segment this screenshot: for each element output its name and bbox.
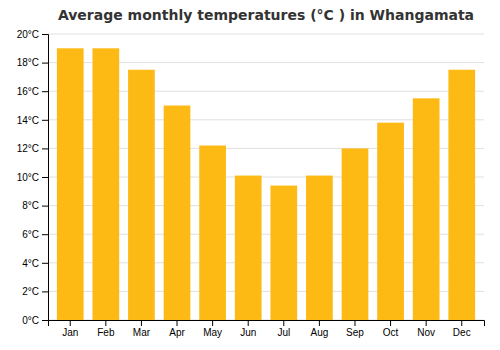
y-tick-mark <box>42 206 48 207</box>
bar <box>57 48 84 320</box>
x-tick: Apr <box>169 320 185 338</box>
y-tick-mark <box>42 291 48 292</box>
y-tick-label: 0°C <box>22 315 39 326</box>
y-tick-label: 2°C <box>22 286 39 297</box>
bar <box>128 70 155 320</box>
x-tick-label: Oct <box>383 327 399 338</box>
x-tick-mark <box>248 320 249 326</box>
bar <box>413 98 440 320</box>
x-tick-label: Nov <box>417 327 435 338</box>
x-tick-label: Dec <box>453 327 471 338</box>
x-tick: Nov <box>417 320 435 338</box>
x-axis: Jan Feb Mar Apr May Jun Jul Aug Sep Oct Nov Dec <box>49 320 485 338</box>
x-tick: Aug <box>310 320 328 338</box>
y-tick: 0°C <box>22 315 48 326</box>
x-tick-label: Aug <box>310 327 328 338</box>
y-tick: 2°C <box>22 286 48 297</box>
bar <box>164 106 191 321</box>
x-axis-line <box>49 321 485 327</box>
y-tick-mark <box>42 120 48 121</box>
x-tick-mark <box>319 320 320 326</box>
x-tick-mark <box>70 320 71 326</box>
x-tick-label: Feb <box>97 327 115 338</box>
x-tick-mark <box>390 320 391 326</box>
x-tick: Jun <box>240 320 256 338</box>
y-tick-label: 10°C <box>17 172 39 183</box>
x-tick-label: May <box>203 327 222 338</box>
x-tick-mark <box>426 320 427 326</box>
y-tick: 6°C <box>22 229 48 240</box>
x-tick-label: Mar <box>133 327 151 338</box>
bar <box>377 123 404 320</box>
grid-line <box>48 34 484 35</box>
y-tick: 16°C <box>17 86 48 97</box>
x-tick-mark <box>461 320 462 326</box>
y-tick: 18°C <box>17 57 48 68</box>
y-tick-label: 4°C <box>22 258 39 269</box>
x-tick-label: Jun <box>240 327 256 338</box>
bar <box>448 70 475 320</box>
bar <box>199 146 226 320</box>
y-tick-mark <box>42 63 48 64</box>
title: Average monthly temperatures (°C ) in Wh… <box>58 7 474 23</box>
y-tick-mark <box>42 34 48 35</box>
bar <box>270 186 297 320</box>
y-tick-label: 18°C <box>17 57 39 68</box>
x-tick-mark <box>354 320 355 326</box>
y-tick-label: 20°C <box>17 29 39 40</box>
x-tick: Mar <box>133 320 151 338</box>
chart: Jan Feb Mar Apr May Jun Jul Aug Sep Oct Nov Dec 0°C 2… <box>0 0 500 350</box>
x-tick-label: Jul <box>277 327 290 338</box>
y-tick-label: 12°C <box>17 143 39 154</box>
y-tick-label: 8°C <box>22 200 39 211</box>
x-tick-mark <box>283 320 284 326</box>
x-tick-mark <box>177 320 178 326</box>
y-tick-mark <box>42 263 48 264</box>
y-tick-label: 16°C <box>17 86 39 97</box>
bar <box>92 48 119 320</box>
bars <box>57 48 475 320</box>
x-tick-mark <box>212 320 213 326</box>
x-tick: May <box>203 320 222 338</box>
y-tick-mark <box>42 320 48 321</box>
plot: Jan Feb Mar Apr May Jun Jul Aug Sep Oct Nov Dec 0°C 2… <box>17 29 485 338</box>
x-tick: Dec <box>453 320 471 338</box>
y-tick: 14°C <box>17 115 48 126</box>
x-tick: Sep <box>346 320 364 338</box>
y-tick: 10°C <box>17 172 48 183</box>
x-tick-mark <box>105 320 106 326</box>
grid <box>48 34 484 320</box>
y-tick-mark <box>42 177 48 178</box>
x-tick: Oct <box>383 320 399 338</box>
y-tick: 20°C <box>17 29 48 40</box>
x-tick-label: Apr <box>169 327 185 338</box>
bar <box>235 176 262 320</box>
y-axis-line <box>42 35 49 321</box>
x-tick: Jan <box>62 320 78 338</box>
bar <box>342 148 369 320</box>
y-tick: 12°C <box>17 143 48 154</box>
y-tick: 8°C <box>22 200 48 211</box>
x-tick-label: Jan <box>62 327 78 338</box>
x-tick-label: Sep <box>346 327 364 338</box>
y-axis: 0°C 2°C 4°C 6°C 8°C 10°C 12°C 14°C 16°C 18°C 20°C <box>17 29 49 326</box>
x-tick: Jul <box>277 320 290 338</box>
y-tick-mark <box>42 91 48 92</box>
x-tick-mark <box>141 320 142 326</box>
y-tick-mark <box>42 234 48 235</box>
y-tick: 4°C <box>22 258 48 269</box>
x-tick: Feb <box>97 320 115 338</box>
y-tick-mark <box>42 148 48 149</box>
bar <box>306 176 333 320</box>
y-tick-label: 6°C <box>22 229 39 240</box>
y-tick-label: 14°C <box>17 115 39 126</box>
